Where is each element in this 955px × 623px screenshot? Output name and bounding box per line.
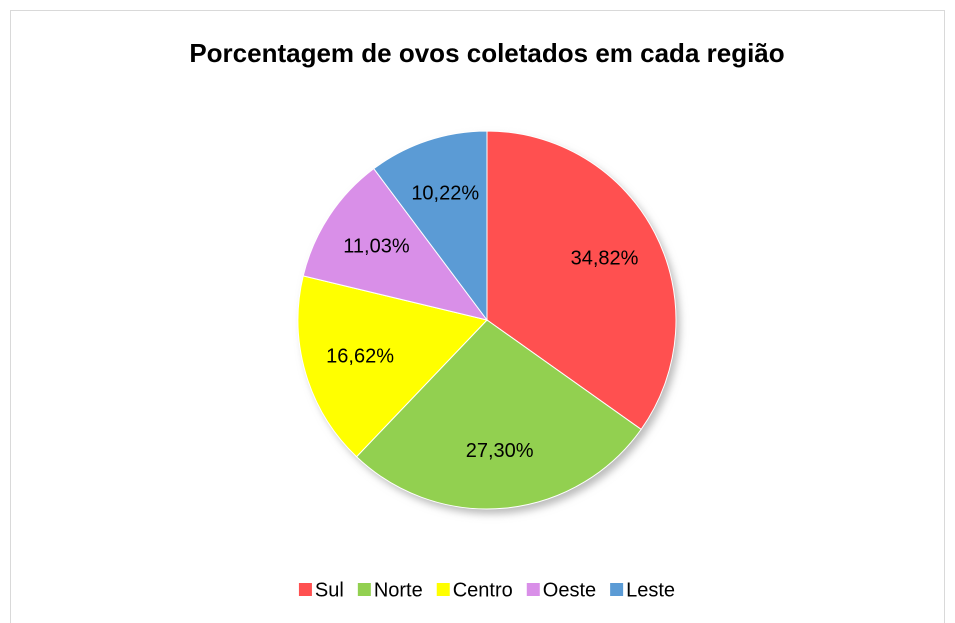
legend-swatch [436, 583, 450, 596]
pie-slice [302, 167, 489, 321]
legend-label: Sul [315, 579, 344, 601]
data-label: 11,03% [343, 236, 410, 258]
legend-label: Norte [374, 579, 423, 601]
pie-slice [355, 319, 642, 510]
legend-label: Centro [453, 579, 513, 601]
legend-swatch [610, 583, 624, 596]
data-label: 16,62% [326, 346, 394, 368]
legend-swatch [357, 583, 371, 596]
data-label: 27,30% [466, 440, 534, 462]
legend-swatch [526, 583, 540, 596]
chart-title: Porcentagem de ovos coletados em cada re… [189, 38, 784, 68]
data-label: 34,82% [571, 248, 639, 270]
legend-label: Leste [626, 579, 675, 601]
pie-slice [373, 130, 488, 322]
legend-label: Oeste [543, 579, 596, 601]
pie-slice [297, 275, 488, 458]
legend-swatch [298, 583, 312, 596]
pie-slice [486, 130, 677, 431]
data-label: 10,22% [411, 183, 479, 205]
